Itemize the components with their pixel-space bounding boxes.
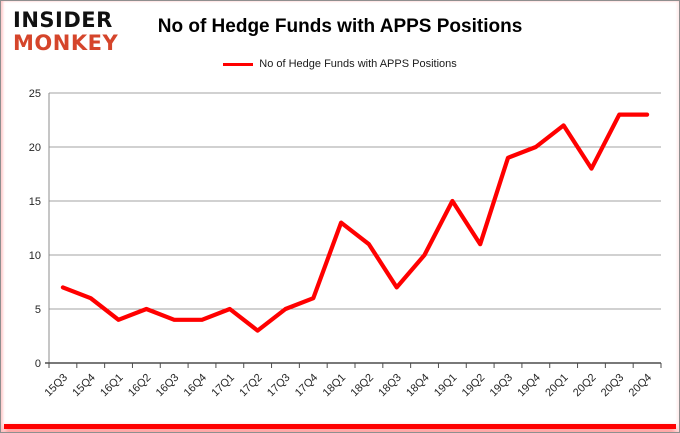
x-axis-label: 20Q3 [599,372,627,400]
x-axis-label: 19Q3 [488,372,516,400]
y-axis-label: 0 [35,358,41,370]
x-axis-label: 17Q2 [237,372,265,400]
y-axis-label: 15 [29,196,41,208]
y-axis-label: 20 [29,142,41,154]
x-axis-label: 18Q3 [376,372,404,400]
x-axis-label: 16Q2 [126,372,154,400]
insider-monkey-logo: INSIDER MONKEY [13,9,118,55]
x-axis-label: 18Q1 [321,372,349,400]
x-axis-label: 18Q2 [349,372,377,400]
x-axis-label: 19Q1 [432,372,460,400]
legend-label: No of Hedge Funds with APPS Positions [259,58,457,70]
x-axis-label: 17Q3 [265,372,293,400]
y-axis-label: 5 [35,304,41,316]
data-line-series [60,112,650,333]
x-axis-label: 15Q3 [43,372,71,400]
x-axis-label: 16Q3 [154,372,182,400]
chart-title: No of Hedge Funds with APPS Positions [157,16,523,37]
x-axis-label: 16Q1 [98,372,126,400]
x-axis-label: 20Q2 [571,372,599,400]
logo-insider-text: INSIDER [13,8,113,32]
y-axis-label: 25 [29,88,41,100]
x-axis-label: 20Q4 [627,372,655,400]
x-axis-label: 19Q4 [515,372,543,400]
legend: No of Hedge Funds with APPS Positions [1,58,679,70]
logo-monkey-text: MONKEY [13,31,119,55]
x-axis-label: 20Q1 [543,372,571,400]
x-axis-label: 17Q1 [209,372,237,400]
y-axis-label: 10 [29,250,41,262]
red-accent-bar [4,424,676,429]
legend-line-swatch [223,62,254,66]
x-axis-label: 16Q4 [182,372,210,400]
x-axis-label: 17Q4 [293,372,321,400]
x-axis-label: 19Q2 [460,372,488,400]
x-axis-label: 15Q4 [70,372,98,400]
x-axis-label: 18Q4 [404,372,432,400]
